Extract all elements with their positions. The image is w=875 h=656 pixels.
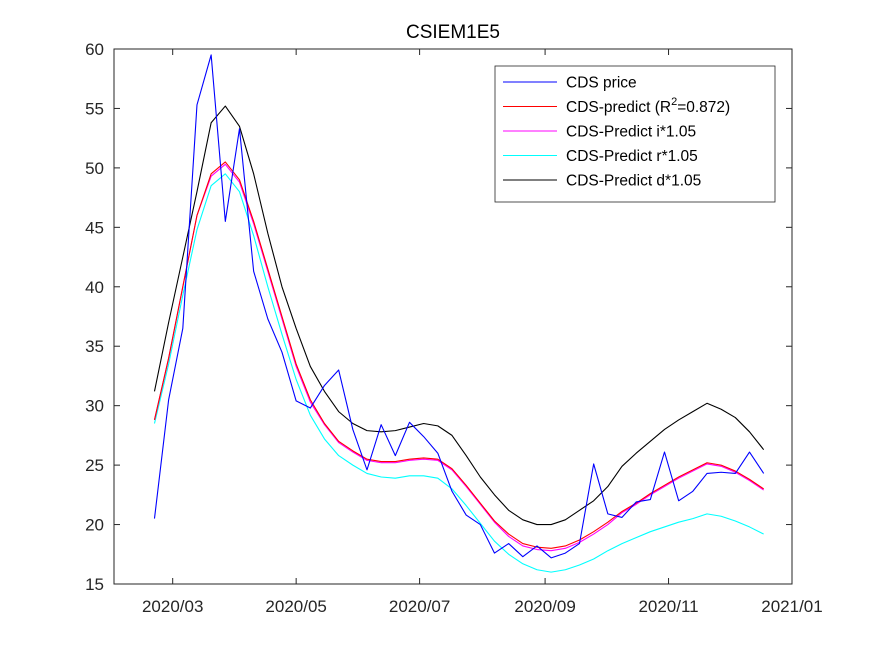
series-line-2 — [153, 163, 764, 552]
x-tick-label: 2020/11 — [638, 597, 698, 616]
y-axis: 15 20 25 30 35 40 45 50 55 60 — [85, 40, 792, 594]
y-tick-label: 15 — [85, 575, 104, 594]
series-line-4 — [153, 105, 765, 526]
y-tick-label: 25 — [85, 456, 104, 475]
x-axis: 2020/03 2020/05 2020/07 2020/09 2020/11 2021/… — [142, 49, 823, 616]
legend: CDS price CDS-predict (R2=0.872) CDS-Predi… — [494, 65, 776, 203]
legend-label: CDS-Predict d*1.05 — [566, 173, 701, 190]
y-tick-label: 40 — [85, 278, 104, 297]
y-tick-label: 30 — [85, 397, 104, 416]
y-tick-label: 55 — [85, 99, 104, 118]
legend-label: CDS-Predict r*1.05 — [566, 148, 698, 165]
x-tick-label: 2021/01 — [761, 597, 822, 616]
x-tick-label: 2020/09 — [514, 597, 575, 616]
y-tick-label: 50 — [85, 159, 104, 178]
legend-box — [494, 65, 776, 203]
legend-label-main: CDS-predict (R — [566, 99, 671, 116]
legend-label: CDS price — [566, 75, 637, 92]
legend-label-tail: =0.872) — [677, 99, 730, 116]
y-tick-label: 60 — [85, 40, 104, 59]
y-tick-label: 35 — [85, 337, 104, 356]
legend-label: CDS-Predict i*1.05 — [566, 124, 696, 141]
x-tick-label: 2020/05 — [265, 597, 326, 616]
x-tick-label: 2020/07 — [389, 597, 450, 616]
series-line-3 — [153, 173, 764, 573]
series-line-1 — [153, 161, 764, 549]
y-tick-label: 45 — [85, 218, 104, 237]
x-tick-label: 2020/03 — [142, 597, 203, 616]
legend-label-superscript: 2 — [671, 96, 677, 108]
axes-box — [113, 48, 793, 585]
series-layer — [153, 54, 765, 573]
chart-title: CSIEM1E5 — [406, 22, 500, 43]
y-tick-label: 20 — [85, 516, 104, 535]
series-line-0 — [153, 54, 765, 559]
legend-label: CDS-predict (R2=0.872) — [566, 96, 730, 116]
